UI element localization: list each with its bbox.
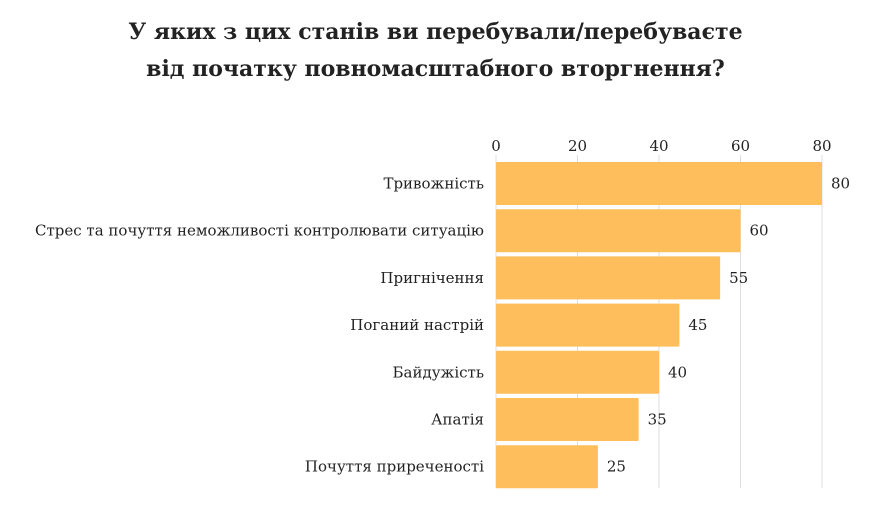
bar [496,398,639,441]
data-label: 55 [729,269,748,287]
category-label: Тривожність [383,175,484,193]
data-label: 25 [607,458,626,476]
category-label: Пригнічення [380,269,484,287]
x-tick-label: 60 [731,137,750,155]
category-label: Апатія [431,411,484,429]
x-tick-label: 40 [649,137,668,155]
x-tick-label: 80 [812,137,831,155]
x-tick-label: 0 [491,137,501,155]
data-label: 35 [648,411,667,429]
category-label: Поганий настрій [350,316,484,334]
chart-title-line-2: від початку повномасштабного вторгнення? [146,56,725,82]
bar [496,445,598,489]
category-label: Байдужість [393,363,485,381]
data-label: 45 [688,316,707,334]
data-label: 60 [750,222,769,240]
bar [496,350,659,394]
bar [496,162,822,205]
bar [496,209,741,253]
bar [496,303,680,347]
data-label: 80 [831,175,850,193]
category-label: Почуття приреченості [305,458,484,476]
x-tick-label: 20 [568,137,587,155]
category-label: Стрес та почуття неможливості контролюва… [35,222,484,240]
chart-title: У яких з цих станів ви перебували/перебу… [0,14,871,88]
data-label: 40 [668,363,687,381]
chart-title-line-1: У яких з цих станів ви перебували/перебу… [128,19,743,45]
bar [496,256,721,300]
